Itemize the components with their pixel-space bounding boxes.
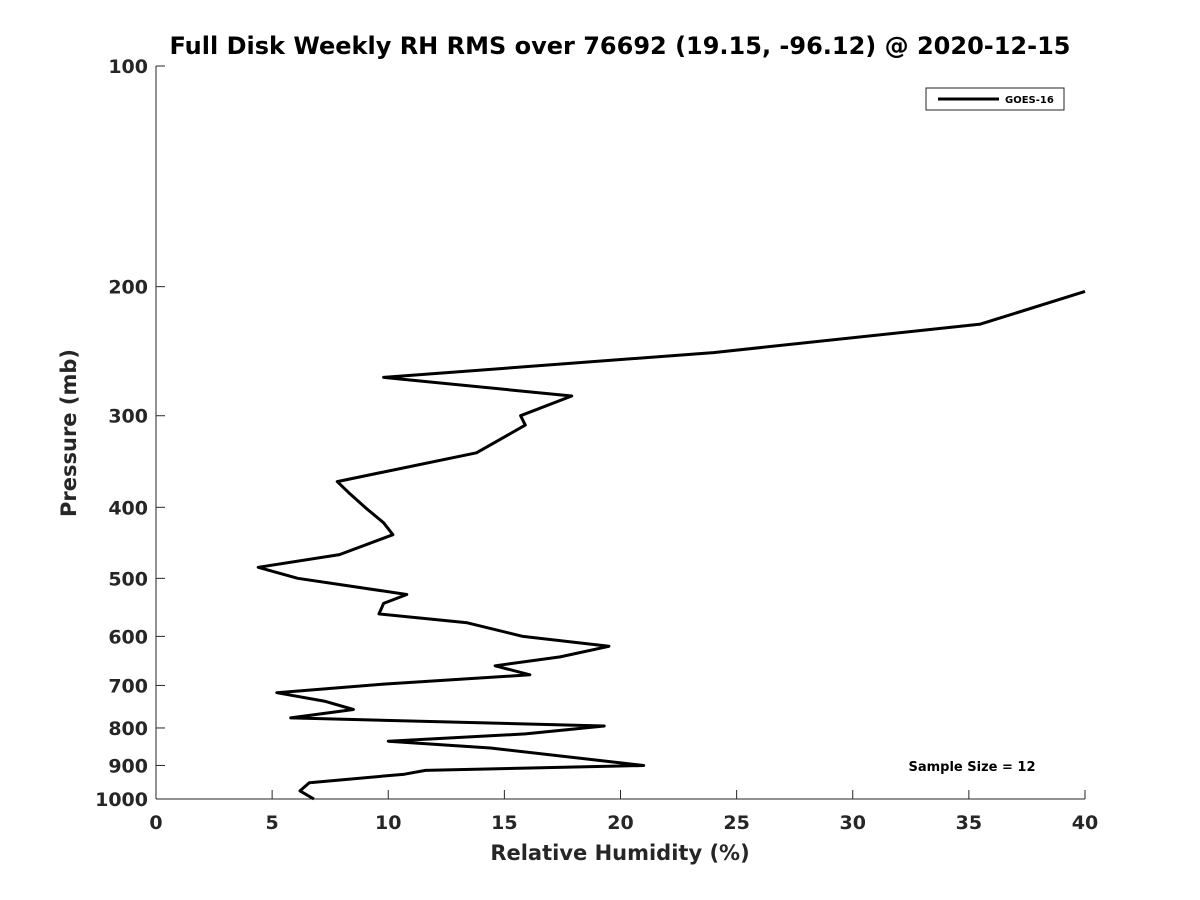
sample-size-annotation: Sample Size = 12 <box>908 760 1035 775</box>
series-group <box>256 289 1086 801</box>
series-line-goes-16 <box>256 289 1086 801</box>
y-tick-label: 700 <box>108 675 148 697</box>
y-tick-label: 1000 <box>95 789 148 811</box>
y-tick-label: 400 <box>108 497 148 519</box>
chart-title: Full Disk Weekly RH RMS over 76692 (19.1… <box>169 32 1070 60</box>
y-tick-label: 600 <box>108 626 148 648</box>
x-tick-label: 10 <box>375 812 401 834</box>
y-tick-label: 500 <box>108 568 148 590</box>
x-axis-label: Relative Humidity (%) <box>490 841 749 865</box>
legend-label: GOES-16 <box>1005 95 1054 106</box>
legend: GOES-16 <box>925 87 1065 111</box>
x-tick-label: 5 <box>266 812 279 834</box>
x-tick-label: 25 <box>723 812 749 834</box>
y-ticks: 100 200 300 400 500 600 700 800 900 1000 <box>95 56 165 811</box>
x-tick-label: 15 <box>491 812 517 834</box>
x-tick-label: 0 <box>149 812 162 834</box>
y-tick-label: 100 <box>108 56 148 78</box>
y-tick-label: 800 <box>108 718 148 740</box>
axes-group <box>155 66 1085 800</box>
x-ticks: 0 5 10 15 20 25 30 35 40 <box>149 790 1098 834</box>
y-tick-label: 900 <box>108 755 148 777</box>
x-tick-label: 40 <box>1072 812 1098 834</box>
y-axis-label: Pressure (mb) <box>57 349 81 517</box>
y-tick-label: 200 <box>108 277 148 299</box>
y-tick-label: 300 <box>108 406 148 428</box>
x-tick-label: 20 <box>607 812 633 834</box>
x-tick-label: 30 <box>840 812 866 834</box>
x-tick-label: 35 <box>956 812 982 834</box>
